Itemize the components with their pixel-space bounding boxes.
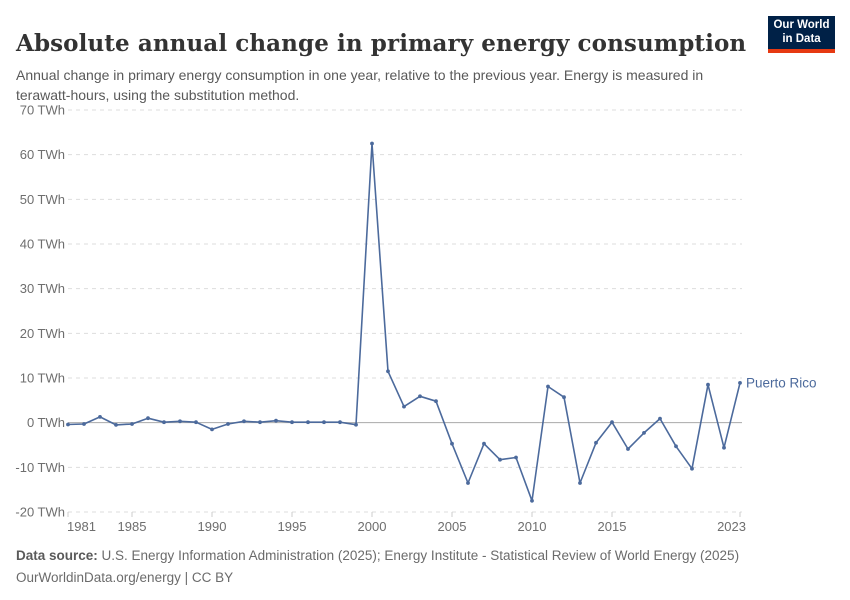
data-point[interactable] bbox=[626, 447, 630, 451]
data-point[interactable] bbox=[546, 384, 550, 389]
data-point[interactable] bbox=[690, 466, 694, 471]
data-point[interactable] bbox=[434, 399, 438, 404]
y-axis-tick-label: 70 TWh bbox=[20, 103, 65, 118]
data-point[interactable] bbox=[514, 455, 518, 460]
x-axis-tick-label: 1985 bbox=[118, 519, 147, 534]
y-axis-tick-label: 50 TWh bbox=[20, 192, 65, 207]
data-point[interactable] bbox=[114, 423, 118, 427]
data-point[interactable] bbox=[258, 420, 262, 425]
data-point[interactable] bbox=[674, 444, 678, 449]
data-point[interactable] bbox=[162, 420, 166, 425]
x-axis-tick-label: 2000 bbox=[358, 519, 387, 534]
data-point[interactable] bbox=[306, 420, 310, 425]
data-point[interactable] bbox=[242, 419, 246, 424]
data-point[interactable] bbox=[194, 420, 198, 425]
data-point[interactable] bbox=[450, 441, 454, 446]
data-point[interactable] bbox=[386, 369, 390, 374]
data-point[interactable] bbox=[658, 416, 662, 421]
data-point[interactable] bbox=[610, 420, 614, 425]
data-point[interactable] bbox=[642, 431, 646, 435]
data-point[interactable] bbox=[594, 440, 598, 445]
owid-logo-line1: Our World bbox=[773, 19, 830, 31]
y-axis-tick-label: 60 TWh bbox=[20, 147, 65, 162]
x-axis-tick-label: 2015 bbox=[598, 519, 627, 534]
chart-subtitle: Annual change in primary energy consumpt… bbox=[16, 67, 704, 104]
x-axis-tick-label: 2023 bbox=[717, 519, 746, 534]
data-point[interactable] bbox=[418, 394, 422, 399]
data-source-label: Data source: bbox=[16, 548, 98, 563]
y-axis-tick-label: 20 TWh bbox=[20, 326, 65, 341]
data-point[interactable] bbox=[338, 420, 342, 425]
data-point[interactable] bbox=[274, 418, 278, 423]
y-axis-tick-label: 30 TWh bbox=[20, 281, 65, 296]
chart-footer: Data source: U.S. Energy Information Adm… bbox=[16, 545, 816, 589]
data-point[interactable] bbox=[226, 422, 230, 426]
y-axis-tick-label: 40 TWh bbox=[20, 237, 65, 252]
series-label[interactable]: Puerto Rico bbox=[746, 375, 817, 390]
data-point[interactable] bbox=[290, 420, 294, 425]
data-point[interactable] bbox=[722, 445, 726, 450]
data-point[interactable] bbox=[98, 415, 102, 419]
data-point[interactable] bbox=[146, 416, 150, 421]
data-point[interactable] bbox=[498, 457, 502, 462]
data-point[interactable] bbox=[706, 382, 710, 387]
data-point[interactable] bbox=[322, 420, 326, 425]
data-point[interactable] bbox=[130, 422, 134, 426]
data-point[interactable] bbox=[82, 422, 86, 426]
license-link[interactable]: OurWorldinData.org/energy | CC BY bbox=[16, 570, 234, 585]
x-axis-tick-label: 1995 bbox=[278, 519, 307, 534]
owid-logo[interactable]: Our World in Data bbox=[768, 16, 835, 53]
data-point[interactable] bbox=[482, 441, 486, 446]
y-axis-tick-label: 10 TWh bbox=[20, 371, 65, 386]
data-point[interactable] bbox=[66, 422, 70, 427]
page-title: Absolute annual change in primary energy… bbox=[16, 30, 747, 58]
data-source-line: Data source: U.S. Energy Information Adm… bbox=[16, 545, 816, 567]
data-point[interactable] bbox=[466, 481, 470, 485]
data-source-text: U.S. Energy Information Administration (… bbox=[97, 548, 740, 563]
data-point[interactable] bbox=[578, 481, 582, 485]
data-point[interactable] bbox=[562, 395, 566, 400]
y-axis-tick-label: -20 TWh bbox=[15, 505, 65, 520]
line-chart[interactable]: 70 TWh 60 TWh 50 TWh 40 TWh 30 TWh 20 TWh 10 T… bbox=[0, 0, 850, 545]
data-point[interactable] bbox=[210, 427, 214, 432]
series-line[interactable] bbox=[67, 142, 741, 502]
data-point[interactable] bbox=[402, 404, 406, 409]
data-point[interactable] bbox=[738, 381, 742, 385]
x-axis-tick-label: 1981 bbox=[67, 519, 96, 534]
data-point[interactable] bbox=[370, 141, 374, 146]
x-axis-tick-label: 2005 bbox=[438, 519, 467, 534]
data-point[interactable] bbox=[530, 498, 534, 503]
y-axis-tick-label: -10 TWh bbox=[15, 460, 65, 475]
y-axis-tick-label: 0 TWh bbox=[27, 415, 65, 430]
x-axis-tick-label: 2010 bbox=[518, 519, 547, 534]
x-axis-tick-label: 1990 bbox=[198, 519, 227, 534]
data-point[interactable] bbox=[354, 422, 358, 427]
data-point[interactable] bbox=[178, 419, 182, 424]
owid-logo-line2: in Data bbox=[782, 32, 821, 45]
